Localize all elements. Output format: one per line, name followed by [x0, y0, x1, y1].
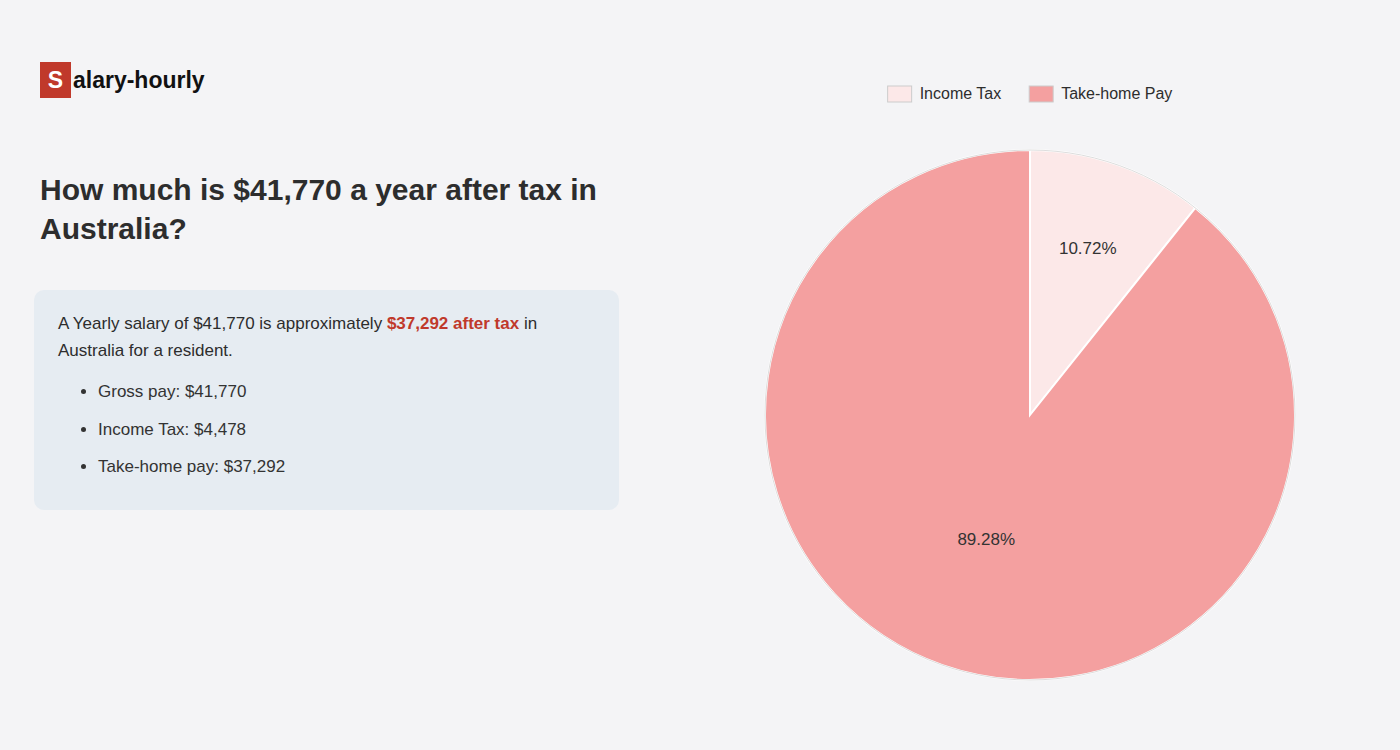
- slices: [765, 150, 1295, 680]
- bullet-item: Gross pay: $41,770: [98, 378, 595, 405]
- legend-item: Income Tax: [888, 85, 1002, 102]
- title: How much is $41,770 a year after tax in …: [40, 170, 640, 248]
- info-text: Australia for a resident.: [58, 337, 595, 364]
- info-text-part: A Yearly salary of $41,770 is approximat…: [58, 314, 387, 333]
- info-text: A Yearly salary of $41,770 is approximat…: [58, 310, 595, 337]
- data-label: 10.72%: [1059, 239, 1117, 258]
- legend-label: Take-home Pay: [1061, 85, 1172, 102]
- legend-item: Take-home Pay: [1029, 85, 1172, 102]
- bullet-list: Gross pay: $41,770 Income Tax: $4,478 Take…: [58, 378, 595, 480]
- legend-label: Income Tax: [920, 85, 1002, 102]
- info-box: A Yearly salary of $41,770 is approximat…: [34, 290, 619, 510]
- pie-outline: [765, 150, 1295, 680]
- logo-text: alary-hourly: [73, 67, 205, 94]
- bullet-item: Take-home pay: $37,292: [98, 453, 595, 480]
- pie-slice: [765, 150, 1295, 680]
- text-panel: Salary-hourly How much is $41,770 a year …: [0, 0, 672, 750]
- info-text-part: in: [519, 314, 537, 333]
- data-labels: 10.72% 89.28%: [957, 239, 1116, 548]
- data-label: 89.28%: [957, 530, 1015, 549]
- legend: Income Tax Take-home Pay: [888, 85, 1173, 102]
- highlight-text: $37,292 after tax: [387, 314, 519, 333]
- logo-letter: S: [40, 62, 71, 98]
- legend-swatch: [1029, 86, 1053, 102]
- info-text-part: Australia for a resident.: [58, 341, 233, 360]
- bullet-item: Income Tax: $4,478: [98, 416, 595, 443]
- logo: Salary-hourly: [40, 62, 205, 98]
- pie-chart: 10.72% 89.28% Income Tax Take-home Pay: [680, 0, 1380, 750]
- legend-swatch: [888, 86, 912, 102]
